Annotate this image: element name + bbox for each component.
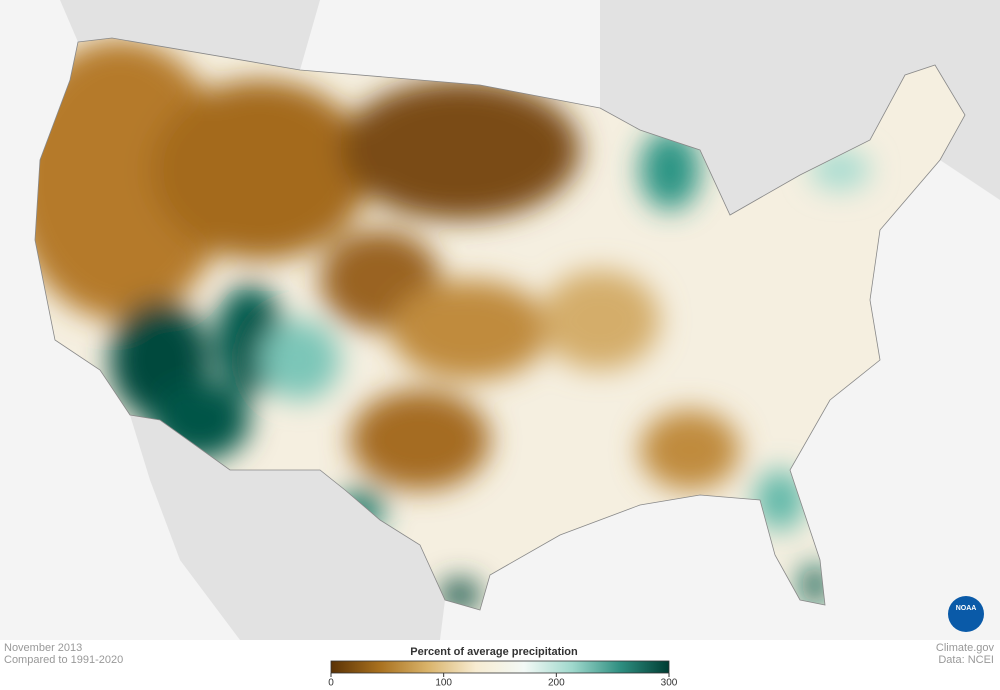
canada <box>600 0 1000 215</box>
logo <box>948 596 984 632</box>
legend-tick-label: 200 <box>548 678 565 689</box>
site-credit: Climate.gov <box>936 642 995 654</box>
mexico <box>130 415 445 640</box>
date: November 2013 <box>4 642 82 654</box>
color-bar <box>330 660 670 674</box>
logo-text: NOAA <box>956 605 977 612</box>
source-credit: Data: NCEI <box>938 654 994 666</box>
legend-tick-label: 100 <box>435 678 452 689</box>
legend-tick-label: 300 <box>661 678 678 689</box>
canada-west <box>60 0 320 70</box>
legend-tick-label: 0 <box>328 678 334 689</box>
baseline: Compared to 1991-2020 <box>4 654 123 666</box>
legend-title: Percent of average precipitation <box>410 646 578 658</box>
us-border <box>34 37 966 611</box>
